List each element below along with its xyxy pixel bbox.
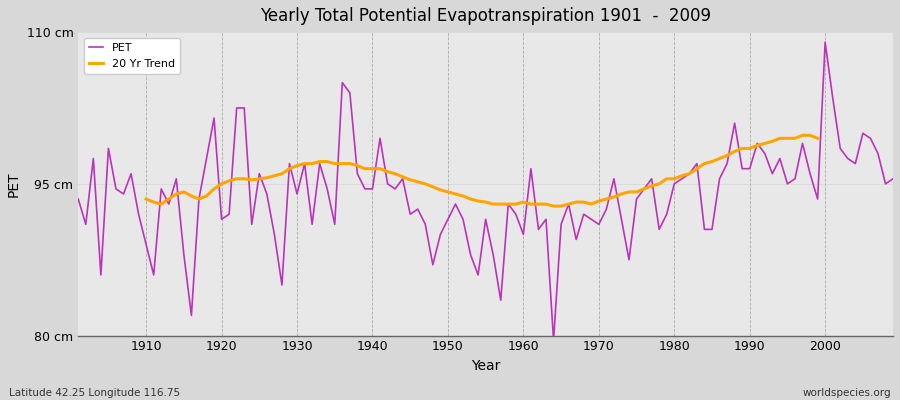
Line: 20 Yr Trend: 20 Yr Trend <box>146 135 817 206</box>
PET <box>73 197 84 202</box>
20 Yr Trend <box>231 176 242 181</box>
20 Yr Trend <box>548 204 559 208</box>
20 Yr Trend <box>789 136 800 141</box>
20 Yr Trend <box>812 136 823 141</box>
PET <box>820 40 831 44</box>
PET <box>887 176 898 181</box>
PET <box>345 90 356 95</box>
Y-axis label: PET: PET <box>7 171 21 197</box>
PET <box>133 212 144 217</box>
PET <box>518 232 529 237</box>
Legend: PET, 20 Yr Trend: PET, 20 Yr Trend <box>84 38 180 74</box>
20 Yr Trend <box>797 133 808 138</box>
20 Yr Trend <box>140 197 151 202</box>
X-axis label: Year: Year <box>471 359 500 373</box>
PET <box>548 338 559 343</box>
Line: PET: PET <box>78 42 893 341</box>
20 Yr Trend <box>616 192 626 196</box>
PET <box>616 217 626 222</box>
20 Yr Trend <box>345 161 356 166</box>
Title: Yearly Total Potential Evapotranspiration 1901  -  2009: Yearly Total Potential Evapotranspiratio… <box>260 7 711 25</box>
Text: worldspecies.org: worldspecies.org <box>803 388 891 398</box>
20 Yr Trend <box>722 153 733 158</box>
PET <box>510 212 521 217</box>
20 Yr Trend <box>706 159 717 164</box>
Text: Latitude 42.25 Longitude 116.75: Latitude 42.25 Longitude 116.75 <box>9 388 180 398</box>
PET <box>299 161 310 166</box>
